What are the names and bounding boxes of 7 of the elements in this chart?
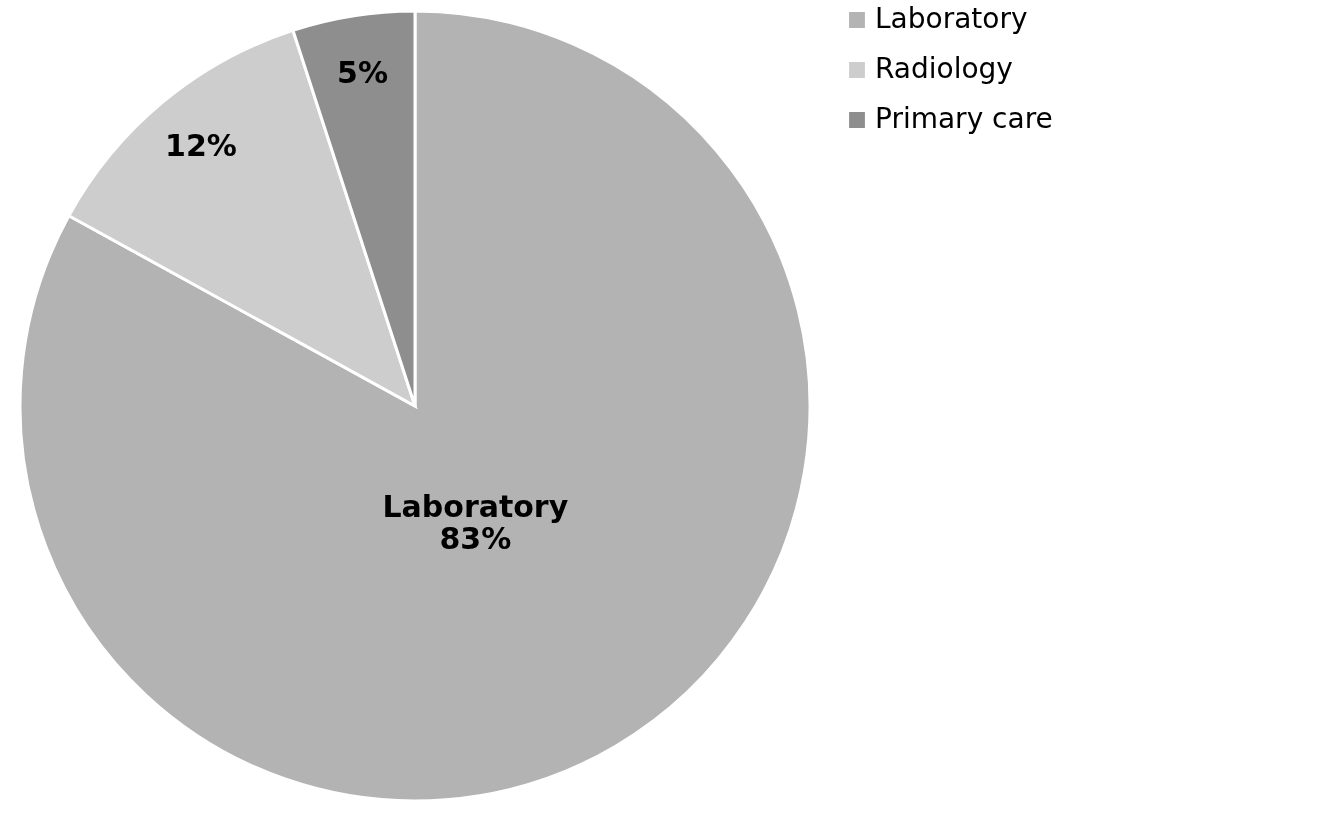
data-label: 5% [337,55,388,91]
legend-label: Radiology [875,52,1013,85]
legend-label: Laboratory [875,2,1028,35]
legend-label: Primary care [875,102,1053,135]
pie-slice [18,9,812,803]
data-label: Laboratory 83% [382,489,569,556]
data-label: 12% [165,128,237,164]
